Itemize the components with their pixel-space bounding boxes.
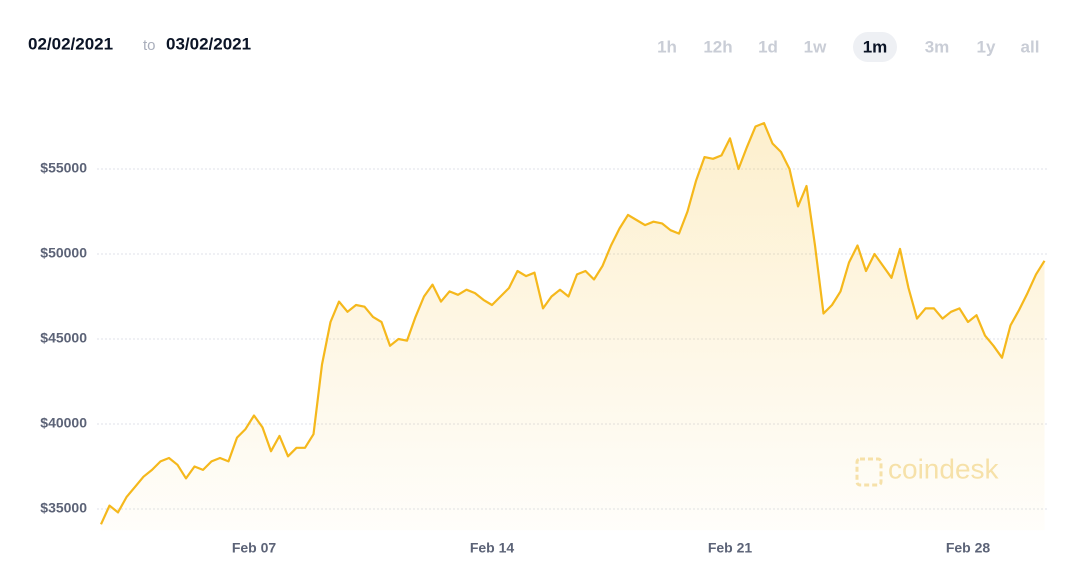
range-button-bg (853, 32, 897, 62)
range-button[interactable]: 12h (703, 37, 732, 56)
range-button[interactable]: 3m (925, 37, 950, 56)
range-button[interactable]: 1m (863, 37, 888, 56)
area-fill (101, 123, 1045, 531)
x-tick-label: Feb 28 (946, 540, 991, 556)
y-tick-label: $55000 (40, 160, 87, 176)
y-tick-label: $35000 (40, 500, 87, 516)
price-line (99, 122, 1046, 525)
y-tick-label: $50000 (40, 245, 87, 261)
range-button[interactable]: 1d (758, 37, 778, 56)
x-tick-label: Feb 07 (232, 540, 277, 556)
date-to-word: to (143, 37, 156, 54)
date-to: 03/02/2021 (166, 34, 251, 53)
x-tick-label: Feb 14 (470, 540, 515, 556)
range-button[interactable]: 1h (657, 37, 677, 56)
date-from: 02/02/2021 (28, 34, 113, 53)
range-button[interactable]: 1w (804, 37, 827, 56)
x-tick-label: Feb 21 (708, 540, 753, 556)
y-tick-label: $40000 (40, 415, 87, 431)
range-button[interactable]: all (1021, 37, 1040, 56)
range-button[interactable]: 1y (977, 37, 996, 56)
y-tick-label: $45000 (40, 330, 87, 346)
